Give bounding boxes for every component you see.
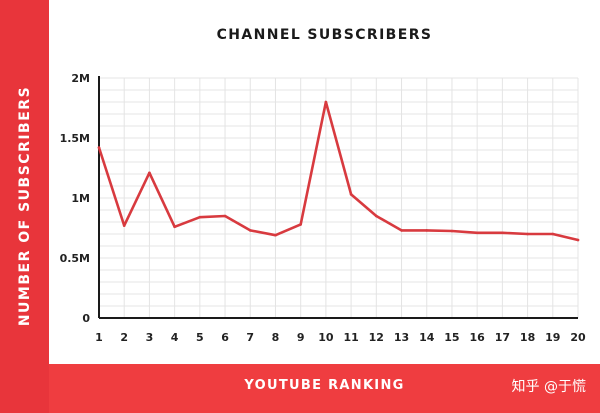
data-point bbox=[425, 229, 429, 232]
y-tick-label: 1M bbox=[71, 192, 90, 205]
y-tick-label: 0 bbox=[82, 312, 90, 325]
x-tick-label: 13 bbox=[394, 331, 409, 344]
x-tick-label: 6 bbox=[221, 331, 229, 344]
axes bbox=[98, 76, 578, 319]
data-point bbox=[324, 100, 328, 104]
series-line bbox=[97, 100, 580, 242]
x-tick-label: 2 bbox=[120, 331, 128, 344]
data-point bbox=[173, 225, 176, 229]
x-tick-label: 11 bbox=[343, 331, 358, 344]
data-point bbox=[576, 238, 580, 242]
x-tick-label: 18 bbox=[520, 331, 535, 344]
data-point bbox=[526, 232, 529, 236]
x-tick-label: 14 bbox=[419, 331, 435, 344]
y-tick-label: 0.5M bbox=[60, 252, 90, 265]
data-point bbox=[299, 223, 302, 226]
data-point bbox=[274, 233, 277, 237]
x-tick-label: 17 bbox=[495, 331, 510, 344]
data-point bbox=[97, 146, 101, 149]
data-point bbox=[375, 214, 378, 218]
x-tick-label: 15 bbox=[444, 331, 459, 344]
x-tick-label: 1 bbox=[95, 331, 103, 344]
data-point bbox=[223, 214, 227, 218]
watermark-text: 知乎 @于慌 bbox=[511, 379, 586, 395]
x-tick-label: 9 bbox=[297, 331, 305, 344]
data-point bbox=[148, 171, 151, 175]
data-point bbox=[501, 231, 504, 235]
data-point bbox=[248, 229, 252, 232]
y-tick-label: 1.5M bbox=[60, 132, 90, 145]
data-point bbox=[349, 193, 353, 196]
grid-lines bbox=[99, 77, 579, 318]
x-tick-label: 7 bbox=[246, 331, 254, 344]
left-band bbox=[0, 0, 49, 413]
data-point bbox=[450, 229, 454, 233]
x-tick-label: 19 bbox=[545, 331, 560, 344]
chart-title: CHANNEL SUBSCRIBERS bbox=[216, 27, 433, 43]
data-point bbox=[198, 215, 202, 219]
data-point bbox=[122, 224, 126, 227]
x-tick-label: 5 bbox=[196, 331, 204, 344]
x-tick-label: 4 bbox=[171, 331, 179, 344]
data-point bbox=[475, 231, 479, 235]
x-tick-label: 20 bbox=[570, 331, 586, 344]
series-group bbox=[97, 100, 580, 242]
x-tick-label: 8 bbox=[272, 331, 280, 344]
y-tick-label: 2M bbox=[71, 72, 90, 85]
x-tick-label: 3 bbox=[146, 331, 154, 344]
data-point bbox=[400, 229, 403, 232]
x-axis-label: YOUTUBE RANKING bbox=[244, 378, 405, 393]
x-tick-label: 10 bbox=[318, 331, 334, 344]
x-tick-label: 12 bbox=[369, 331, 384, 344]
bottom-band bbox=[49, 364, 600, 413]
data-point bbox=[551, 232, 555, 236]
x-tick-label: 16 bbox=[470, 331, 486, 344]
